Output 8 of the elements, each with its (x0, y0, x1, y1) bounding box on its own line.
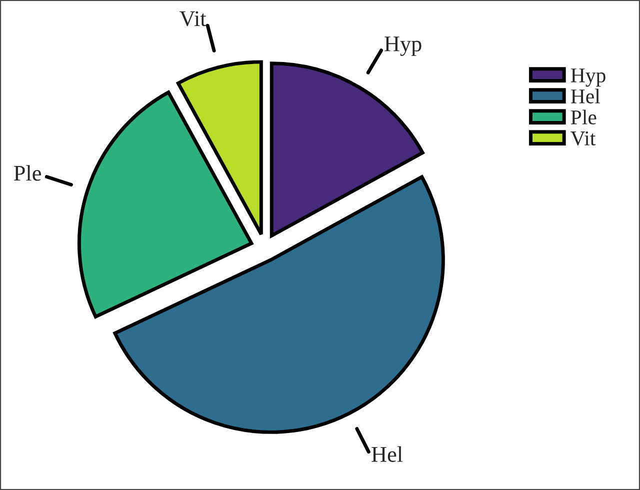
legend-label: Vit (570, 131, 596, 146)
slice-label: Ple (14, 165, 41, 181)
category-label: Hyp (570, 68, 606, 87)
legend-label: Hyp (384, 36, 422, 56)
slice-label: Hel (372, 446, 403, 462)
slice-label: Vit (180, 11, 206, 26)
legend-label: Ple (570, 110, 596, 124)
legend-label: Hel (570, 88, 600, 104)
